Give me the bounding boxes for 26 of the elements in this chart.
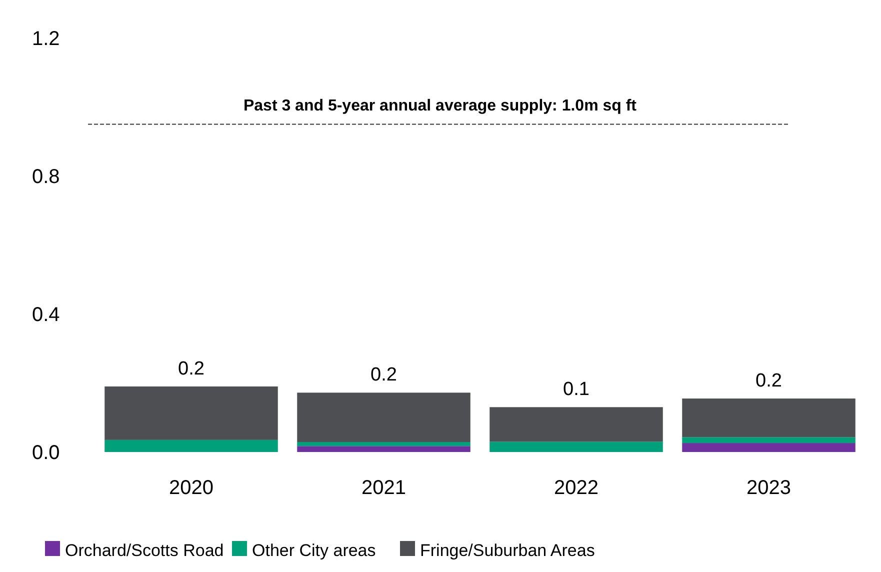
bar xyxy=(682,398,856,438)
total-label: 0.1 xyxy=(563,379,590,400)
x-tick-label: 2022 xyxy=(554,477,598,499)
y-tick-label: 1.2 xyxy=(32,28,60,50)
bar xyxy=(490,407,663,442)
total-label: 0.2 xyxy=(756,370,782,392)
legend-label: Fringe/Suburban Areas xyxy=(420,541,595,560)
bar xyxy=(682,443,856,452)
y-tick-label: 0.8 xyxy=(32,166,60,188)
bar xyxy=(682,437,856,444)
bar xyxy=(104,440,278,452)
bar xyxy=(297,446,470,452)
ref-line-label: Past 3 and 5-year annual average supply: 1.0m sq ft xyxy=(243,97,638,114)
x-tick-label: 2021 xyxy=(362,477,406,499)
total-label: 0.2 xyxy=(178,358,204,380)
x-tick-label: 2020 xyxy=(169,477,214,499)
total-label: 0.2 xyxy=(370,364,397,386)
bar xyxy=(297,392,470,442)
x-tick-label: 2023 xyxy=(746,477,791,499)
bar xyxy=(104,386,278,440)
y-tick-label: 0.4 xyxy=(32,304,60,326)
bar xyxy=(490,442,663,452)
bar xyxy=(297,442,470,446)
legend-label: Orchard/Scotts Road xyxy=(65,541,224,560)
y-tick-label: 0.0 xyxy=(32,442,60,464)
legend-label: Other City areas xyxy=(252,541,376,560)
